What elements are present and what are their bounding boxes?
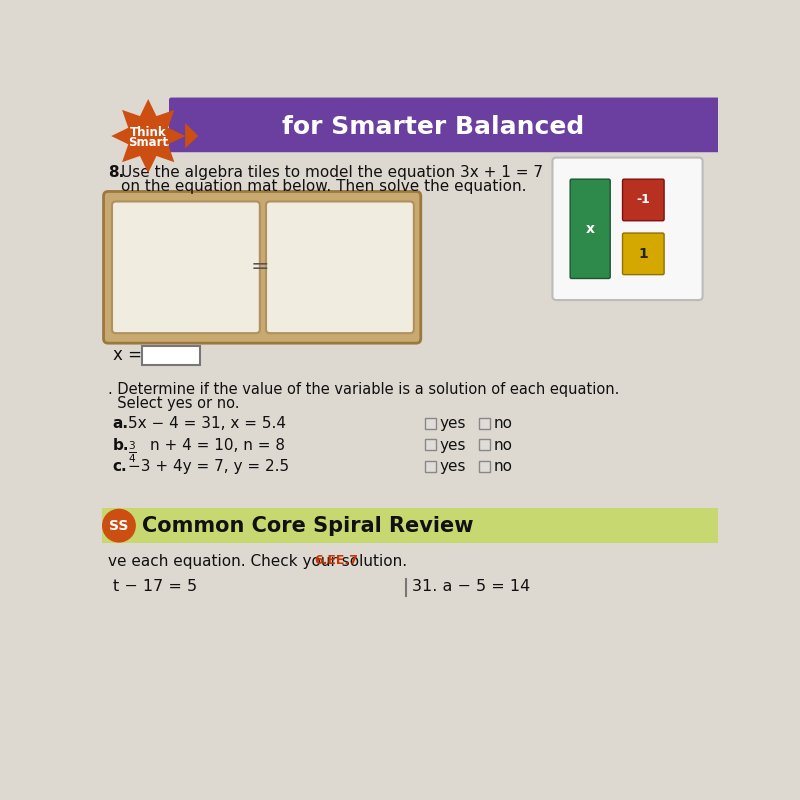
Bar bbox=[479, 461, 490, 472]
Bar bbox=[479, 418, 490, 429]
Text: −3 + 4y = 7, y = 2.5: −3 + 4y = 7, y = 2.5 bbox=[128, 459, 290, 474]
Text: Common Core Spiral Review: Common Core Spiral Review bbox=[142, 516, 474, 536]
Bar bbox=[426, 418, 436, 429]
Bar bbox=[142, 346, 200, 365]
FancyBboxPatch shape bbox=[103, 191, 421, 343]
Text: x: x bbox=[586, 222, 594, 236]
Text: ve each equation. Check your solution.: ve each equation. Check your solution. bbox=[108, 554, 407, 569]
Text: on the equation mat below. Then solve the equation.: on the equation mat below. Then solve th… bbox=[122, 179, 526, 194]
Text: Select yes or no.: Select yes or no. bbox=[108, 396, 240, 411]
Text: $\frac{3}{4}$: $\frac{3}{4}$ bbox=[128, 439, 137, 465]
FancyBboxPatch shape bbox=[622, 179, 664, 221]
Text: n + 4 = 10, n = 8: n + 4 = 10, n = 8 bbox=[150, 438, 285, 453]
Text: t − 17 = 5: t − 17 = 5 bbox=[113, 578, 197, 594]
FancyBboxPatch shape bbox=[570, 179, 610, 278]
Text: yes: yes bbox=[439, 459, 466, 474]
Polygon shape bbox=[171, 100, 718, 151]
Text: a.: a. bbox=[113, 416, 129, 431]
Text: yes: yes bbox=[439, 416, 466, 431]
FancyBboxPatch shape bbox=[553, 158, 702, 300]
FancyBboxPatch shape bbox=[169, 98, 720, 152]
Text: 8.: 8. bbox=[108, 166, 125, 180]
FancyBboxPatch shape bbox=[112, 202, 260, 333]
Text: c.: c. bbox=[113, 459, 127, 474]
Text: for Smarter Balanced: for Smarter Balanced bbox=[282, 114, 584, 138]
Text: 5x − 4 = 31, x = 5.4: 5x − 4 = 31, x = 5.4 bbox=[128, 416, 286, 431]
Text: =: = bbox=[250, 258, 269, 278]
Text: 6.EE.7: 6.EE.7 bbox=[314, 554, 358, 567]
FancyBboxPatch shape bbox=[266, 202, 414, 333]
Bar bbox=[426, 439, 436, 450]
Polygon shape bbox=[111, 99, 185, 173]
Bar bbox=[426, 461, 436, 472]
Text: Smart: Smart bbox=[128, 136, 168, 149]
Text: SS: SS bbox=[110, 518, 129, 533]
Text: -1: -1 bbox=[636, 194, 650, 206]
Bar bbox=[479, 439, 490, 450]
Text: 1: 1 bbox=[638, 247, 648, 261]
Text: Think: Think bbox=[130, 126, 166, 139]
Circle shape bbox=[102, 509, 136, 542]
Text: Use the algebra tiles to model the equation 3x + 1 = 7: Use the algebra tiles to model the equat… bbox=[122, 166, 543, 180]
Bar bbox=[102, 508, 718, 543]
Text: 31. a − 5 = 14: 31. a − 5 = 14 bbox=[411, 578, 530, 594]
FancyBboxPatch shape bbox=[622, 233, 664, 274]
Text: . Determine if the value of the variable is a solution of each equation.: . Determine if the value of the variable… bbox=[108, 382, 619, 398]
Polygon shape bbox=[185, 123, 198, 148]
Text: yes: yes bbox=[439, 438, 466, 453]
Text: no: no bbox=[493, 459, 512, 474]
Text: x =: x = bbox=[113, 346, 142, 365]
Text: b.: b. bbox=[113, 438, 130, 453]
Text: no: no bbox=[493, 416, 512, 431]
Text: no: no bbox=[493, 438, 512, 453]
